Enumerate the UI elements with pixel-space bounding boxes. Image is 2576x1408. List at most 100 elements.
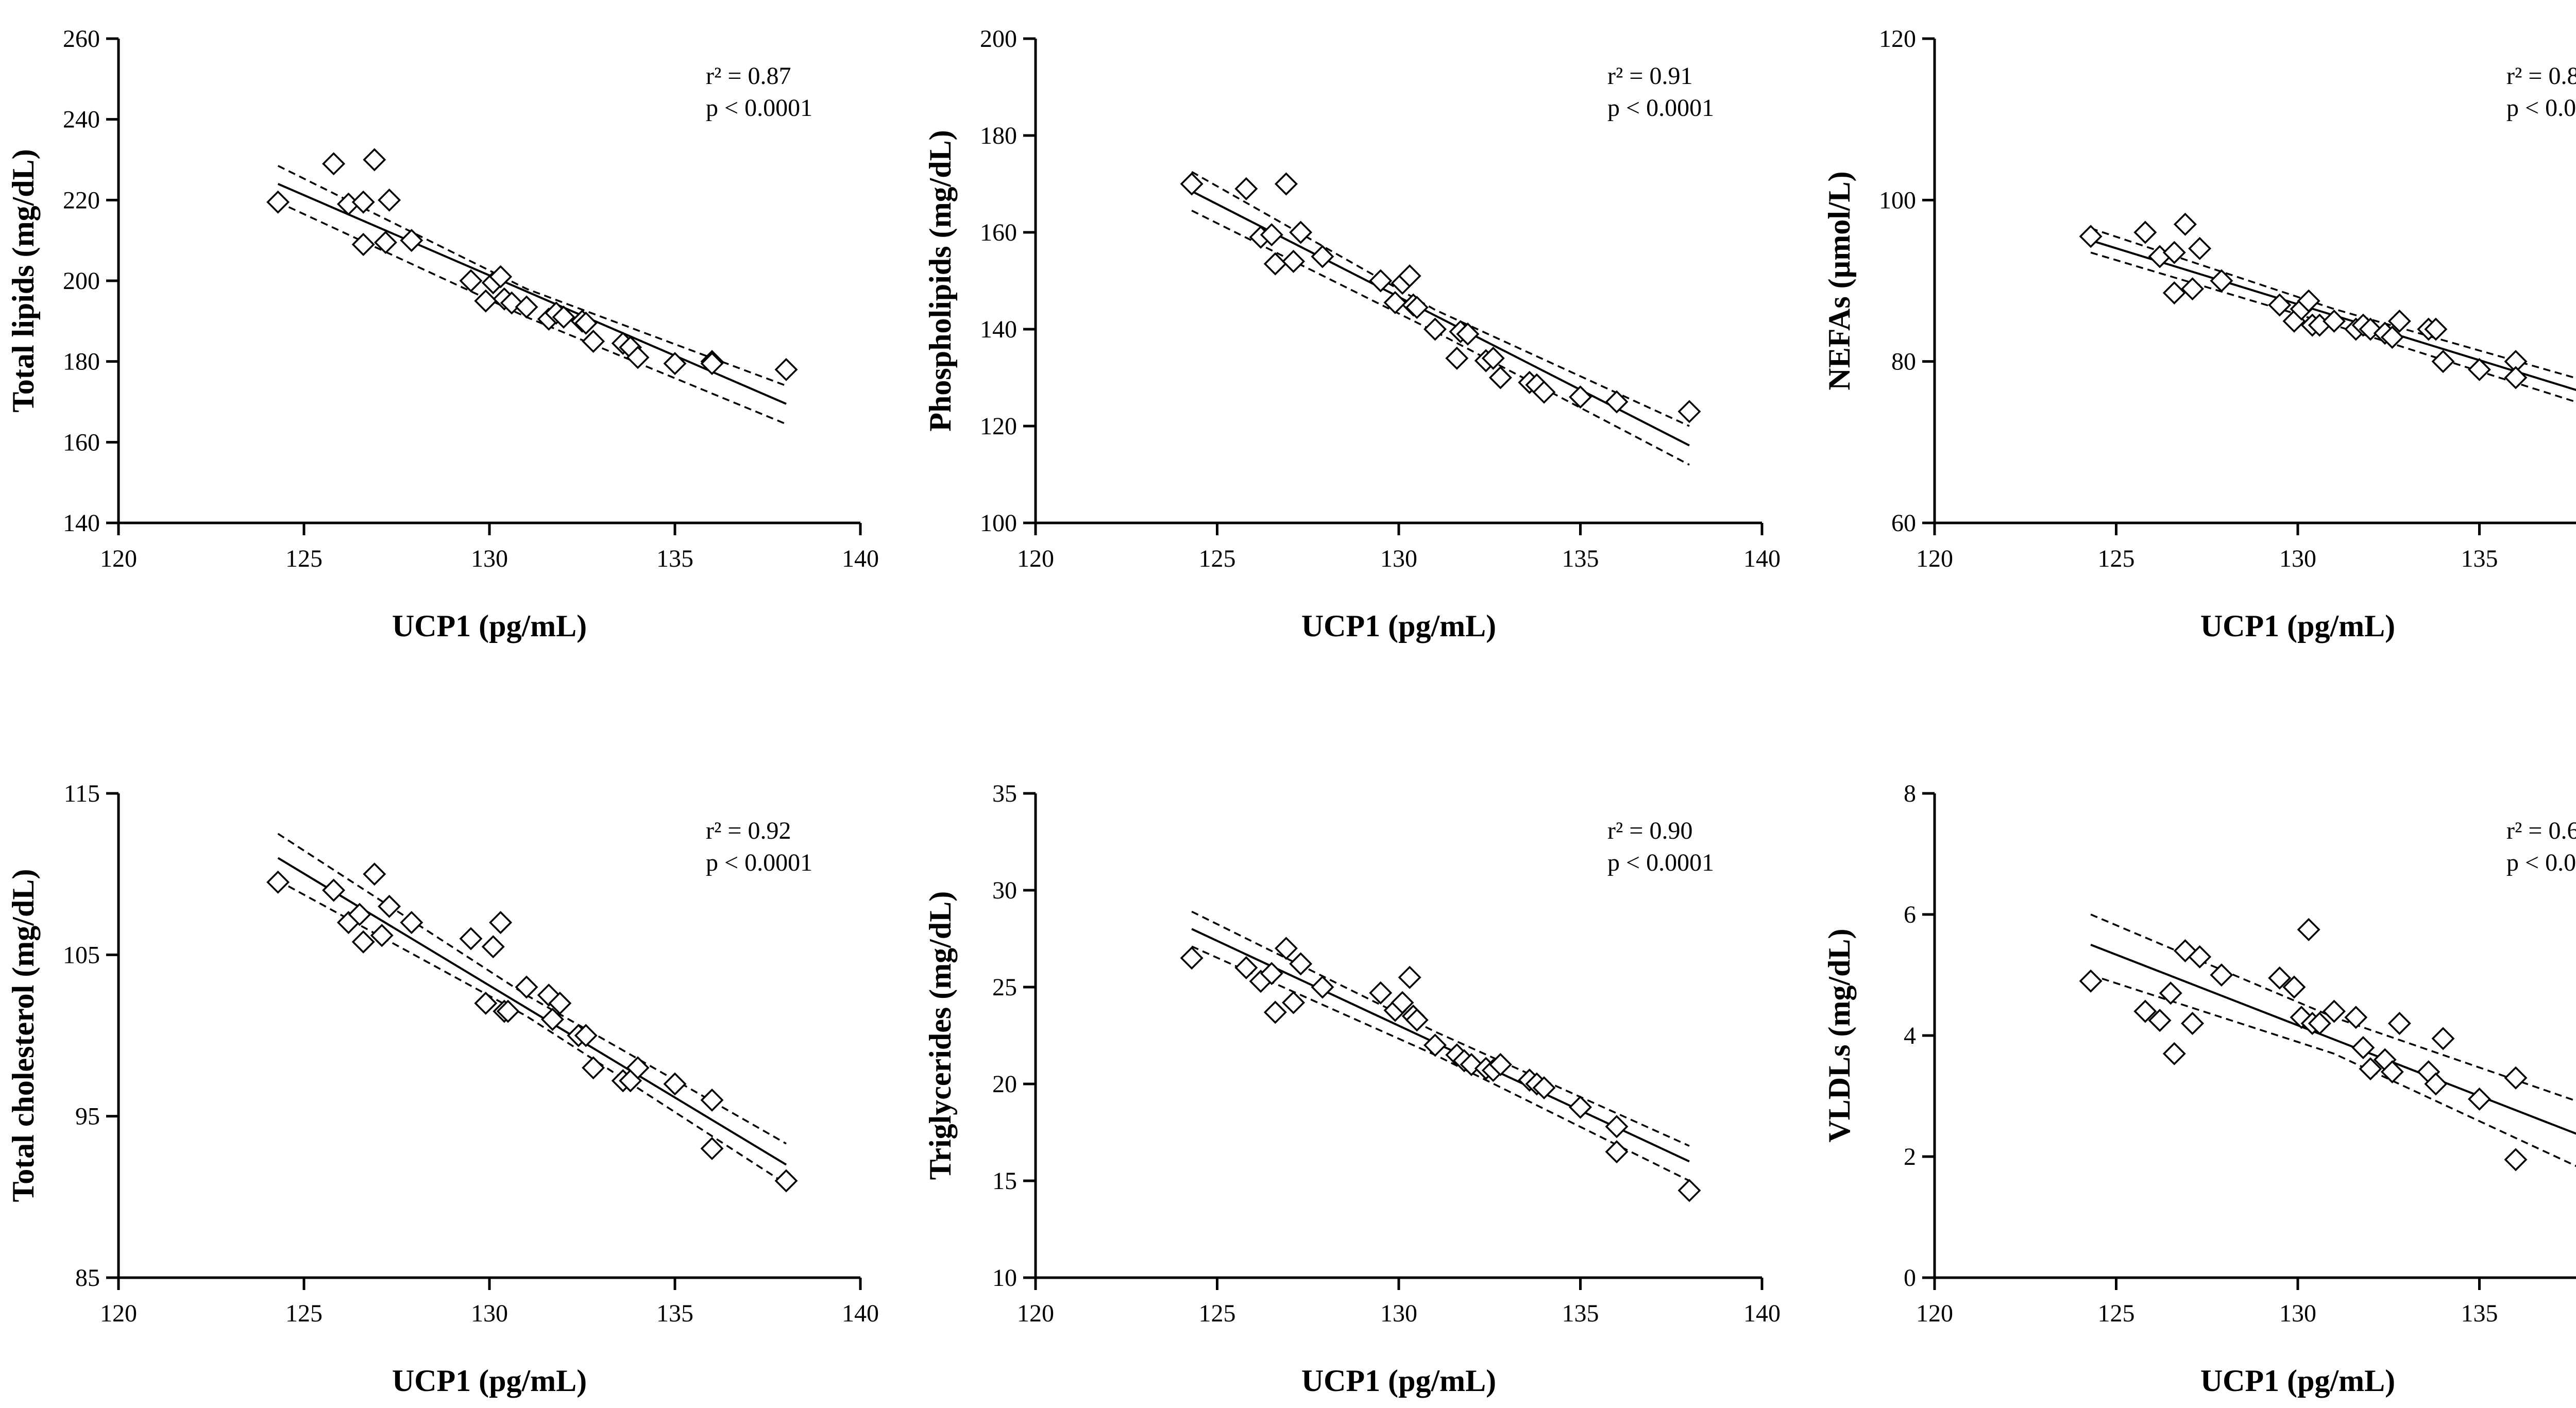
data-point (2159, 981, 2182, 1005)
data-point (1180, 946, 1204, 970)
x-tick-label: 120 (1916, 545, 1953, 572)
y-tick-label: 0 (1904, 1264, 1916, 1292)
data-point (2162, 281, 2186, 304)
data-point (351, 233, 375, 256)
data-point (496, 999, 520, 1023)
y-tick-label: 85 (75, 1264, 100, 1292)
data-point (1488, 1053, 1512, 1076)
data-point (515, 975, 538, 999)
data-point (1405, 296, 1429, 319)
data-point (626, 1056, 650, 1080)
ci-lower-line (277, 879, 787, 1185)
chart-panel-3: 1201251301351406080100120UCP1 (pg/mL)NEF… (1822, 25, 2576, 643)
data-point (548, 991, 572, 1015)
data-point (2323, 309, 2346, 333)
y-axis-label: Total lipids (mg/dL) (6, 149, 40, 412)
ci-lower-line (277, 201, 787, 425)
y-tick-label: 140 (980, 316, 1017, 343)
data-point (774, 358, 798, 381)
y-tick-label: 260 (63, 25, 100, 53)
x-tick-label: 120 (100, 1300, 137, 1327)
data-point (2133, 999, 2157, 1023)
x-tick-label: 135 (1562, 545, 1599, 572)
p-value-label: p < 0.0001 (2506, 94, 2576, 122)
data-point (1369, 269, 1393, 293)
y-tick-label: 20 (992, 1071, 1017, 1098)
data-point (1260, 223, 1283, 247)
data-point (1263, 252, 1287, 276)
data-point (374, 231, 397, 255)
p-value-label: p < 0.0001 (1607, 94, 1714, 122)
data-point (1605, 1140, 1629, 1164)
data-point (1532, 1076, 1556, 1099)
ci-upper-line (277, 165, 787, 387)
x-tick-label: 130 (471, 1300, 508, 1327)
x-tick-label: 120 (1017, 1300, 1054, 1327)
data-point (2380, 326, 2404, 349)
x-tick-label: 140 (842, 545, 879, 572)
data-point (1260, 962, 1283, 986)
y-tick-label: 25 (992, 974, 1017, 1001)
data-point (582, 1056, 605, 1080)
ci-upper-line (1191, 910, 1690, 1147)
data-point (351, 930, 375, 954)
data-point (2387, 1012, 2411, 1035)
regression-line (277, 857, 787, 1166)
x-tick-label: 135 (656, 545, 693, 572)
data-point (1274, 172, 1298, 196)
data-point (2268, 966, 2292, 990)
data-point (370, 924, 394, 947)
data-point (2468, 358, 2491, 381)
data-point (700, 1088, 724, 1112)
data-point (1311, 975, 1334, 999)
data-point (459, 927, 483, 951)
y-tick-label: 180 (63, 348, 100, 376)
y-tick-label: 200 (63, 267, 100, 295)
y-tick-label: 240 (63, 106, 100, 133)
y-tick-label: 160 (980, 219, 1017, 246)
y-axis-label: Phospholipids (mg/dL) (923, 130, 957, 431)
data-point (474, 289, 498, 313)
ci-lower-line (1191, 210, 1690, 466)
p-value-label: p < 0.0001 (706, 849, 812, 876)
data-point (1456, 322, 1480, 346)
data-point (2188, 236, 2212, 260)
data-point (2504, 366, 2528, 389)
x-tick-label: 135 (2461, 1300, 2498, 1327)
data-point (400, 911, 423, 935)
data-point (1263, 1000, 1287, 1024)
data-point (2504, 1148, 2528, 1172)
x-tick-label: 125 (2098, 1300, 2135, 1327)
x-tick-label: 125 (1199, 1300, 1236, 1327)
data-point (1383, 291, 1407, 314)
y-tick-label: 220 (63, 186, 100, 214)
x-tick-label: 130 (2279, 1300, 2316, 1327)
chart-panel-6: 12012513013514002468UCP1 (pg/mL)VLDLs (m… (1822, 780, 2576, 1398)
x-tick-label: 130 (2279, 545, 2316, 572)
chart-panel-4: 120 125 130 135 140 85 95 105 115 UCP1 (pg/mL) Tot… (6, 780, 879, 1398)
data-point (2359, 1057, 2382, 1081)
data-point (489, 265, 513, 289)
data-point (2468, 1087, 2491, 1111)
y-tick-label: 180 (980, 122, 1017, 149)
data-point (774, 1169, 798, 1193)
data-point (1391, 991, 1414, 1014)
data-point (552, 306, 575, 329)
data-point (2351, 1036, 2375, 1059)
x-tick-label: 130 (471, 545, 508, 572)
regression-line (277, 183, 787, 405)
data-point (2344, 1006, 2368, 1029)
data-point (1677, 400, 1701, 423)
data-point (2188, 945, 2212, 969)
y-tick-label: 30 (992, 877, 1017, 904)
data-point (2210, 269, 2233, 293)
data-point (1234, 956, 1258, 979)
x-tick-label: 125 (285, 545, 323, 572)
data-point (378, 188, 401, 212)
y-tick-label: 4 (1904, 1022, 1916, 1049)
data-point (1289, 952, 1313, 976)
data-point (1180, 172, 1204, 196)
y-axis-label: NEFAs (µmol/L) (1822, 171, 1856, 390)
